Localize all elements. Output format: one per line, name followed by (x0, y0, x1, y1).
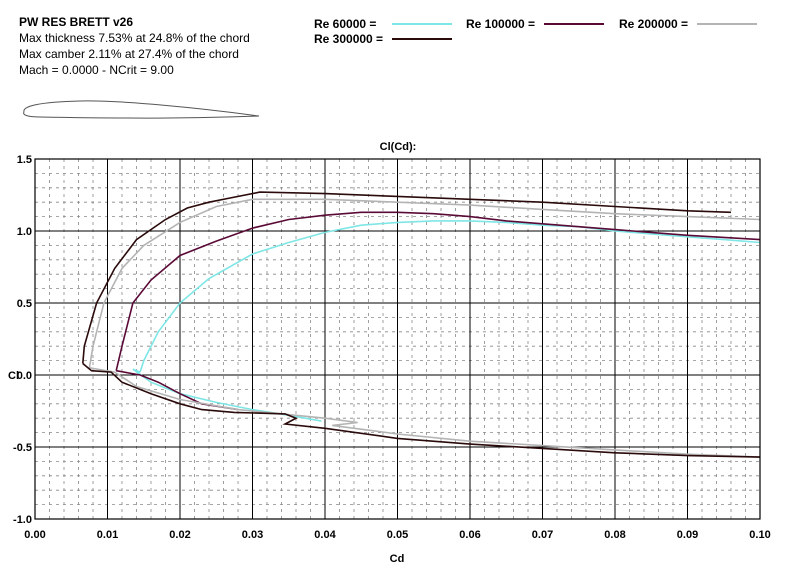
x-tick-label: 0.08 (604, 529, 625, 541)
y-tick-label: 1.0 (17, 226, 32, 238)
y-tick-label: -0.5 (13, 442, 32, 454)
legend-item-re200000: Re 200000 = (619, 17, 758, 31)
conditions-info: Mach = 0.0000 - NCrit = 9.00 (19, 63, 174, 77)
x-tick-label: 0.05 (387, 529, 408, 541)
x-tick-label: 0.06 (459, 529, 480, 541)
x-tick-label: 0.03 (242, 529, 263, 541)
legend-label: Re 60000 = (314, 17, 377, 31)
series-upper-re-100000 (115, 211, 761, 371)
y-tick-label: 1.5 (17, 154, 32, 166)
y-axis-label: Cl (8, 370, 19, 382)
airfoil-name: PW RES BRETT v26 (19, 15, 134, 29)
x-tick-label: 0.01 (97, 529, 118, 541)
x-tick-label: 0.04 (314, 529, 336, 541)
chart-axes: 0.00 0.01 0.02 0.03 0.04 0.05 0.06 0.07 0.08 0.09… (13, 154, 771, 541)
legend-swatch (697, 23, 758, 25)
legend-swatch (544, 23, 605, 25)
x-tick-label: 0.09 (677, 529, 698, 541)
legend-item-re100000: Re 100000 = (466, 17, 605, 31)
thickness-info: Max thickness 7.53% at 24.8% of the chor… (19, 31, 250, 45)
legend-label: Re 100000 = (466, 17, 536, 31)
legend-label: Re 300000 = (314, 32, 384, 46)
x-tick-label: 0.07 (532, 529, 553, 541)
legend-item-re60000: Re 60000 = (314, 17, 453, 31)
airfoil-shape (23, 100, 260, 119)
y-tick-label: -1.0 (13, 514, 32, 526)
x-axis-label: Cd (390, 553, 405, 565)
y-tick-label: 0.0 (17, 370, 32, 382)
x-tick-label: 0.02 (169, 529, 190, 541)
series-upper-re-60000 (139, 220, 761, 373)
camber-info: Max camber 2.11% at 27.4% of the chord (19, 47, 239, 61)
chart-title: Cl(Cd): (380, 141, 417, 153)
series-upper-re-300000 (82, 191, 732, 364)
series-lower-re-60000 (132, 368, 322, 422)
legend-item-re300000: Re 300000 = (314, 32, 453, 46)
series-lower-re-200000 (89, 367, 761, 458)
y-tick-label: 0.5 (17, 298, 32, 310)
legend-swatch (392, 38, 453, 40)
x-tick-label: 0.10 (749, 529, 770, 541)
series-upper-re-200000 (88, 198, 761, 368)
legend-swatch (392, 23, 453, 25)
x-tick-label: 0.00 (24, 529, 45, 541)
chart-curves (82, 191, 761, 458)
legend-label: Re 200000 = (619, 17, 689, 31)
airfoil-info: PW RES BRETT v26 Max thickness 7.53% at … (19, 14, 250, 78)
series-lower-re-300000 (82, 362, 761, 458)
